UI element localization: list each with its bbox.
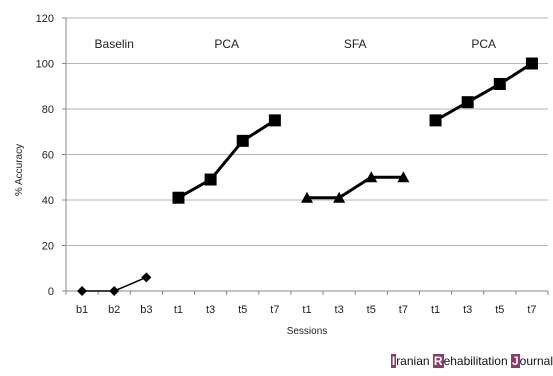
y-tick-label: 40 [42, 195, 54, 207]
journal-watermark: Iranian Rehabilitation Journal [390, 354, 553, 368]
x-tick-label: t3 [335, 304, 344, 316]
phase-label: SFA [344, 37, 367, 51]
watermark-initial: R [432, 354, 444, 368]
series-line [434, 62, 533, 122]
data-point [365, 171, 378, 183]
data-point [429, 114, 442, 127]
x-tick-label: b2 [108, 304, 120, 316]
x-tick-label: t3 [463, 304, 472, 316]
data-point [397, 171, 410, 183]
x-tick-label: b3 [140, 304, 152, 316]
data-point [493, 77, 506, 90]
x-axis-title: Sessions [287, 326, 328, 337]
data-point [333, 191, 346, 203]
y-tick-label: 80 [42, 104, 54, 116]
x-tick-label: t1 [174, 304, 183, 316]
y-tick-labels: 0 20 40 60 80 100 120 [36, 13, 54, 298]
data-series [77, 57, 538, 296]
watermark-text: ranian [396, 354, 433, 368]
watermark-initial: J [510, 354, 520, 368]
x-tick-label: t5 [238, 304, 247, 316]
x-tick-labels: b1 b2 b3 t1 t3 t5 t7 t1 t3 t5 t7 t1 t3 t5 t7 [76, 304, 537, 316]
data-point [461, 96, 474, 109]
data-point [109, 286, 120, 296]
x-tick-label: t3 [206, 304, 215, 316]
x-tick-label: b1 [76, 304, 88, 316]
x-tick-label: t7 [270, 304, 279, 316]
phase-label: Baselin [95, 37, 134, 51]
x-tick-label: t7 [399, 304, 408, 316]
y-tick-label: 0 [48, 286, 54, 298]
data-point [236, 134, 249, 147]
phase-label: PCA [214, 37, 239, 51]
y-tick-label: 20 [42, 241, 54, 253]
gridlines [66, 17, 548, 246]
line-chart: 0 20 40 60 80 100 120 b1 b2 b3 t1 t3 t5 t7 t1 t3 t5 t7 t1… [14, 13, 549, 337]
x-tick-label: t5 [495, 304, 504, 316]
y-tick-label: 120 [36, 13, 54, 25]
watermark-initial: I [390, 354, 397, 368]
watermark-text: ehabilitation [443, 354, 511, 368]
data-point [204, 173, 217, 186]
x-tick-label: t5 [367, 304, 376, 316]
axes [62, 17, 549, 295]
series-line [307, 175, 404, 200]
phase-label: PCA [471, 37, 496, 51]
data-point [172, 191, 185, 204]
x-tick-label: t1 [431, 304, 440, 316]
watermark-text: ournal [519, 354, 553, 368]
data-point [525, 57, 538, 70]
data-point [301, 191, 313, 203]
y-axis-title: % Accuracy [14, 144, 25, 196]
y-tick-label: 100 [36, 59, 54, 71]
x-tick-label: t7 [527, 304, 536, 316]
x-tick-label: t1 [302, 304, 311, 316]
data-point [77, 286, 88, 296]
data-point [268, 114, 281, 127]
phase-labels: Baselin PCA SFA PCA [95, 37, 497, 51]
series-line [177, 119, 276, 200]
data-point [141, 272, 152, 283]
y-tick-label: 60 [42, 150, 54, 162]
